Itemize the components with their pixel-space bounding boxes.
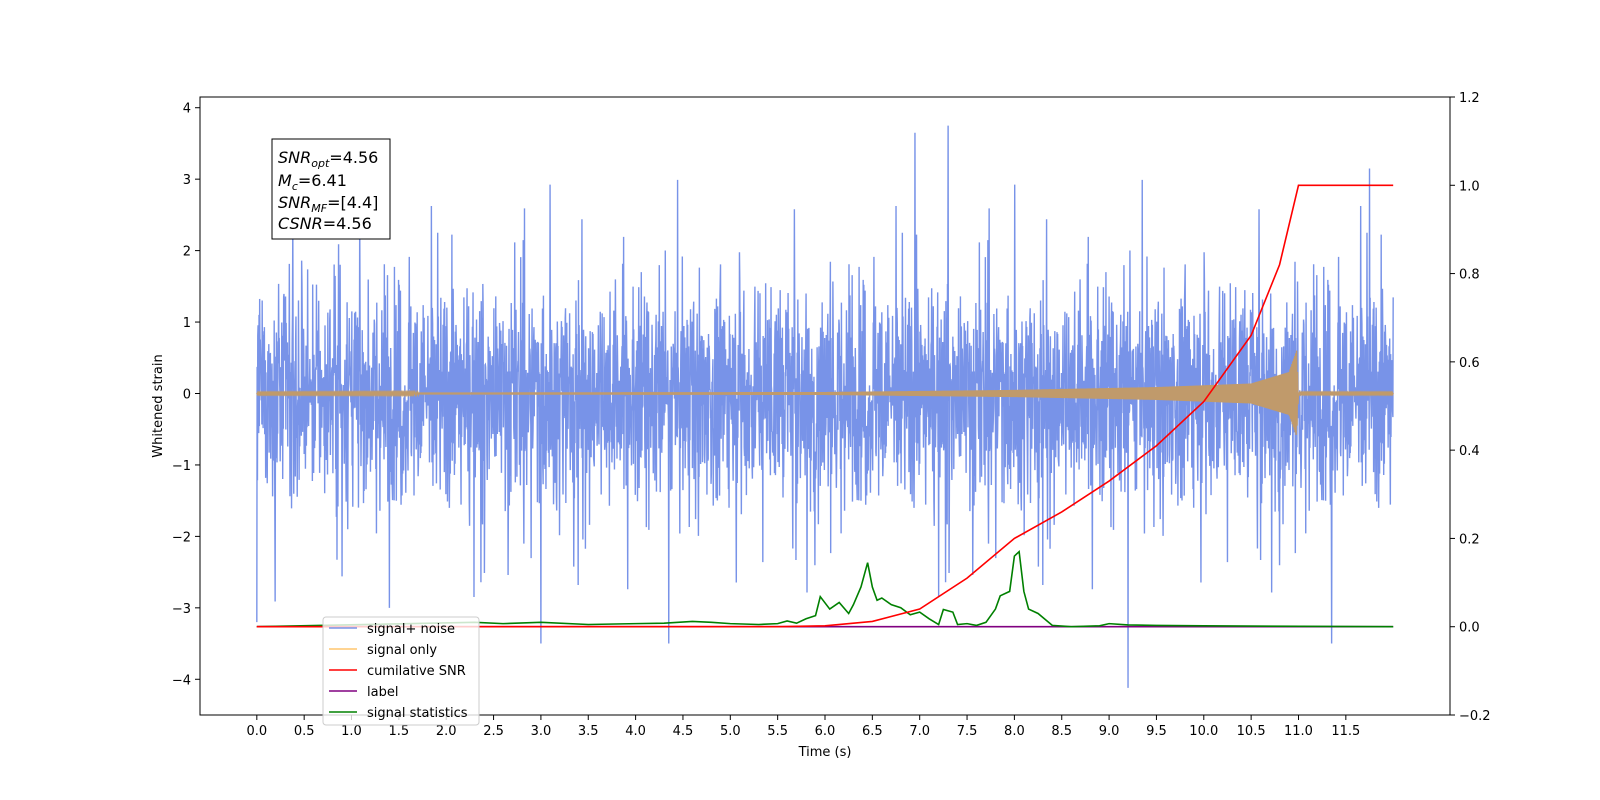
signal-only-series [256, 350, 1394, 436]
svg-text:signal statistics: signal statistics [367, 706, 468, 721]
y-tick-label-left: −3 [172, 602, 191, 617]
signal-statistics-line [256, 550, 1394, 628]
x-tick-label: 2.0 [436, 724, 457, 739]
x-tick-label: 3.5 [578, 724, 599, 739]
svg-text:cumilative SNR: cumilative SNR [367, 664, 466, 679]
x-tick-label: 4.5 [673, 724, 694, 739]
x-tick-label: 6.0 [815, 724, 836, 739]
cumulative-snr-line [256, 184, 1394, 628]
x-tick-label: 5.0 [720, 724, 741, 739]
y-tick-label-left: 2 [183, 245, 191, 260]
legend-item-signal-only: signal only [329, 643, 437, 658]
x-tick-label: 3.0 [531, 724, 552, 739]
y-tick-label-right: 1.2 [1459, 91, 1480, 106]
legend: signal+ noise signal only cumilative SNR… [322, 616, 480, 726]
y-axis-label-left: Whitened strain [151, 354, 166, 457]
svg-text:signal+ noise: signal+ noise [367, 622, 455, 637]
y-tick-label-right: 0.4 [1459, 444, 1480, 459]
annotation-box: SNRopt=4.56 Mc=6.41 SNRMF=[4.4] CSNR=4.5… [271, 138, 391, 240]
snr-opt-text: SNRopt=4.56 [278, 148, 378, 170]
y-tick-label-right: 0.6 [1459, 356, 1480, 371]
y-tick-label-right: 0.0 [1459, 621, 1480, 636]
chirp-mass-text: Mc=6.41 [278, 171, 347, 193]
x-tick-label: 7.5 [957, 724, 978, 739]
y-tick-label-left: −1 [172, 459, 191, 474]
x-tick-label: 9.5 [1146, 724, 1167, 739]
y-tick-label-left: 0 [183, 387, 191, 402]
x-tick-label: 8.0 [1004, 724, 1025, 739]
x-axis: 0.0 0.5 1.0 1.5 2.0 2.5 3.0 3.5 4.0 4.5 5.0 5.5 6.0 6… [246, 715, 1360, 739]
y-tick-label-left: −4 [172, 673, 191, 688]
legend-item-signal-noise: signal+ noise [329, 622, 455, 637]
x-tick-label: 10.5 [1237, 724, 1266, 739]
x-tick-label: 7.0 [909, 724, 930, 739]
x-axis-label: Time (s) [798, 745, 852, 760]
y-tick-label-left: 4 [183, 102, 191, 117]
y-tick-label-right: 0.2 [1459, 532, 1480, 547]
right-y-axis: 1.2 1.0 0.8 0.6 0.4 0.2 0.0 −0.2 [1450, 91, 1491, 724]
legend-item-cumulative-snr: cumilative SNR [329, 664, 466, 679]
x-tick-label: 1.0 [341, 724, 362, 739]
csnr-text: CSNR=4.56 [278, 214, 372, 233]
x-tick-label: 11.0 [1284, 724, 1313, 739]
x-tick-label: 4.0 [625, 724, 646, 739]
signal-plus-noise-series [256, 125, 1394, 688]
x-tick-label: 1.5 [389, 724, 410, 739]
y-tick-label-left: −2 [172, 530, 191, 545]
y-tick-label-left: 1 [183, 316, 191, 331]
signal-only-line [256, 350, 1394, 436]
x-tick-label: 5.5 [767, 724, 788, 739]
x-tick-label: 0.0 [246, 724, 267, 739]
y-tick-label-right: −0.2 [1459, 709, 1491, 724]
x-tick-label: 10.0 [1189, 724, 1218, 739]
snr-mf-text: SNRMF=[4.4] [278, 193, 378, 215]
x-tick-label: 8.5 [1051, 724, 1072, 739]
signal-plus-noise-line [256, 125, 1394, 688]
x-tick-label: 11.5 [1331, 724, 1360, 739]
svg-text:signal only: signal only [367, 643, 437, 658]
y-tick-label-right: 1.0 [1459, 179, 1480, 194]
x-tick-label: 6.5 [862, 724, 883, 739]
left-y-axis: 4 3 2 1 0 −1 −2 −3 −4 [172, 102, 200, 688]
legend-item-label: label [329, 685, 398, 700]
svg-text:label: label [367, 685, 398, 700]
right-axis-series [256, 184, 1394, 628]
y-tick-label-right: 0.8 [1459, 268, 1480, 283]
x-tick-label: 2.5 [483, 724, 504, 739]
y-tick-label-left: 3 [183, 173, 191, 188]
x-tick-label: 0.5 [294, 724, 315, 739]
x-tick-label: 9.0 [1099, 724, 1120, 739]
legend-item-signal-statistics: signal statistics [329, 706, 468, 721]
